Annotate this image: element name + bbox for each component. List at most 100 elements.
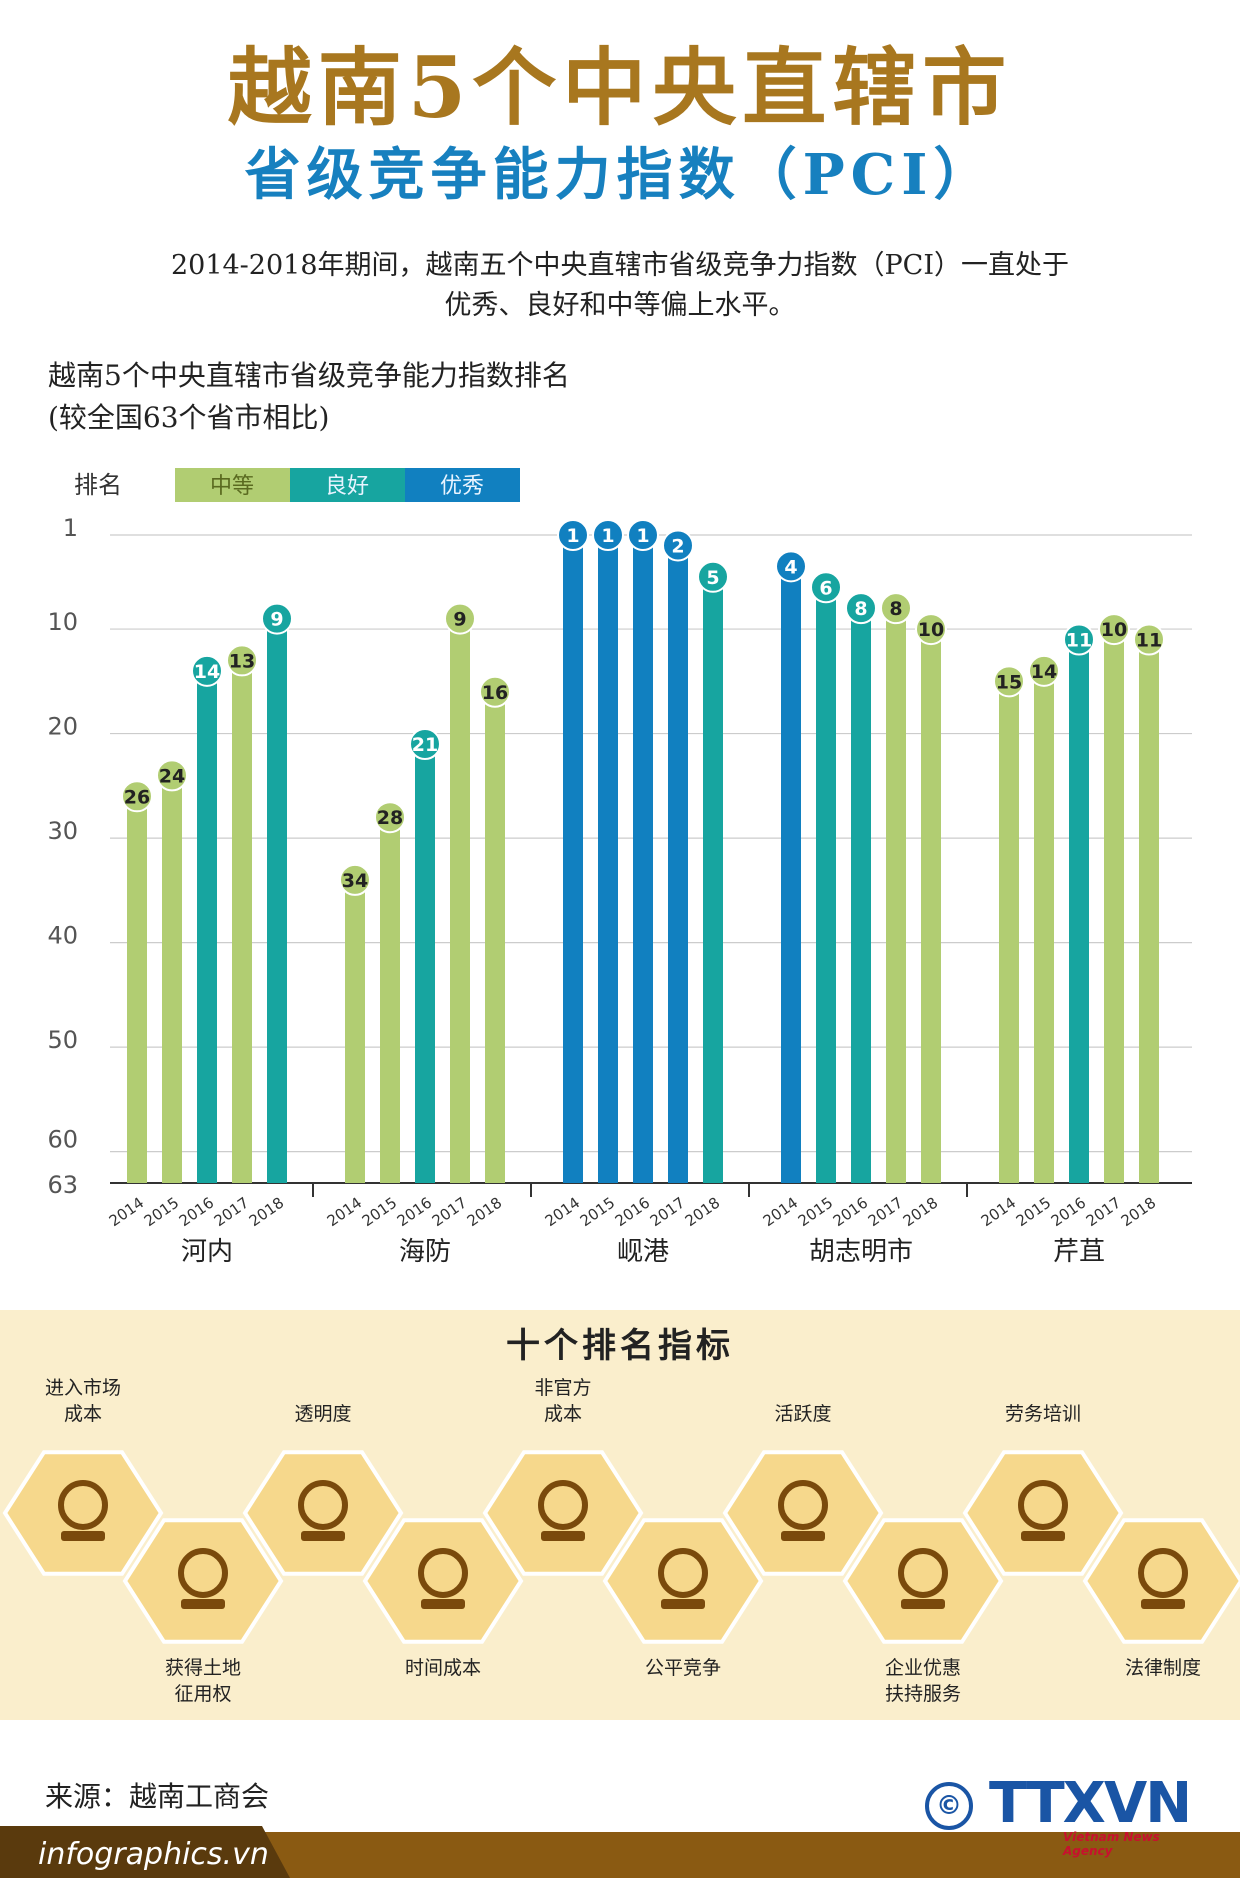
bar-value-badge <box>810 571 842 604</box>
bar-value-badge <box>1133 623 1165 656</box>
hexagon <box>842 1518 1004 1644</box>
bar <box>563 535 583 1183</box>
x-tick-label: 2018 <box>464 1194 506 1231</box>
icon-ring <box>58 1480 108 1530</box>
bar-value-badge <box>662 529 694 562</box>
hourglass-icon <box>362 1518 524 1644</box>
bar-value-badge <box>880 592 912 625</box>
bar-value-label: 15 <box>996 671 1022 693</box>
icon-base <box>781 1531 825 1541</box>
y-axis-label: 排名 <box>74 471 122 499</box>
intro-text: 2014-2018年期间，越南五个中央直辖市省级竞争力指数（PCI）一直处于 优… <box>60 246 1180 326</box>
bar-value-badge <box>374 801 406 834</box>
indicator-label: 法律制度 <box>1124 1657 1201 1680</box>
bar-value-label: 11 <box>1066 630 1092 652</box>
site-link[interactable]: infographics.vn <box>38 1837 269 1872</box>
money-stack-icon <box>482 1450 644 1576</box>
icon-ring <box>1138 1548 1188 1598</box>
bar <box>703 576 723 1183</box>
bar <box>450 618 470 1183</box>
bar-value-label: 11 <box>1136 630 1162 652</box>
x-tick-label: 2014 <box>760 1194 802 1231</box>
bar-value-label: 34 <box>342 870 368 892</box>
bar <box>162 775 182 1183</box>
group-label: 河内 <box>181 1237 233 1267</box>
x-tick-label: 2016 <box>830 1194 872 1231</box>
bar-value-label: 1 <box>601 525 614 547</box>
bar-value-label: 9 <box>270 609 283 631</box>
legend-label: 优秀 <box>440 474 484 499</box>
footer-tab <box>0 1826 290 1878</box>
icon-base <box>901 1599 945 1609</box>
hexagon <box>122 1518 284 1644</box>
legend-swatch <box>290 468 405 502</box>
x-tick-label: 2015 <box>1013 1194 1055 1231</box>
bar-value-label: 16 <box>482 682 508 704</box>
bar-value-badge <box>1098 613 1130 646</box>
icon-base <box>1021 1531 1065 1541</box>
bar <box>1034 670 1054 1183</box>
bar-value-label: 10 <box>918 619 944 641</box>
bar-value-badge <box>697 560 729 593</box>
transparency-icon <box>242 1450 404 1576</box>
bar <box>345 879 365 1183</box>
hexagon <box>602 1518 764 1644</box>
bar-value-label: 4 <box>784 556 797 578</box>
bar <box>598 535 618 1183</box>
icon-ring <box>658 1548 708 1598</box>
bar-value-badge <box>557 519 589 551</box>
chart-heading-line-1: 越南5个中央直辖市省级竞争能力指数排名 <box>48 359 570 392</box>
x-tick-label: 2018 <box>682 1194 724 1231</box>
legal-scales-icon <box>1082 1518 1240 1644</box>
icon-ring <box>418 1548 468 1598</box>
intro-line-2: 优秀、良好和中等偏上水平。 <box>444 290 796 321</box>
indicator-label: 公平竞争 <box>644 1657 721 1680</box>
pci-rank-chart: 排名 中等 良好 优秀11020304050606326201424201514201… <box>47 468 1192 1267</box>
bar <box>999 681 1019 1183</box>
bar-value-label: 26 <box>124 786 150 808</box>
y-tick-label: 50 <box>47 1026 78 1054</box>
hexagon <box>2 1450 164 1576</box>
y-tick-label: 10 <box>47 608 78 636</box>
icon-ring <box>298 1480 348 1530</box>
bar-value-label: 24 <box>159 765 185 787</box>
bar <box>197 670 217 1183</box>
icon-base <box>541 1531 585 1541</box>
bar-value-badge <box>845 592 877 625</box>
hexagon <box>962 1450 1124 1576</box>
hexagon <box>242 1450 404 1576</box>
x-tick-label: 2015 <box>795 1194 837 1231</box>
bar-value-label: 10 <box>1101 619 1127 641</box>
bar-value-badge <box>121 780 153 813</box>
bar-value-badge <box>627 519 659 551</box>
legend-label: 中等 <box>210 474 254 499</box>
group-label: 芹苴 <box>1053 1237 1105 1267</box>
bar-value-label: 8 <box>889 598 902 620</box>
bar-value-badge <box>156 759 188 792</box>
bar <box>415 744 435 1183</box>
bar-value-label: 8 <box>854 598 867 620</box>
y-tick-label: 40 <box>47 922 78 950</box>
icon-ring <box>898 1548 948 1598</box>
bar-value-badge <box>915 613 947 646</box>
bar <box>781 566 801 1183</box>
y-tick-label: 20 <box>47 713 78 741</box>
market-entry-cost-icon <box>2 1450 164 1576</box>
bar-value-label: 9 <box>453 609 466 631</box>
bar-value-badge <box>191 654 223 687</box>
legend-label: 良好 <box>325 474 369 499</box>
bar-value-badge <box>775 550 807 583</box>
indicators-title: 十个排名指标 <box>506 1326 734 1366</box>
logo-text: TTXVN <box>989 1771 1192 1836</box>
y-tick-label: 1 <box>63 514 78 542</box>
bar <box>633 535 653 1183</box>
logo-subtext: Vietnam News Agency <box>1063 1830 1160 1858</box>
main-title: 越南5个中央直辖市 <box>227 38 1013 137</box>
icon-base <box>661 1599 705 1609</box>
group-label: 岘港 <box>617 1237 669 1267</box>
legend-swatch <box>175 468 290 502</box>
indicator-hexagons <box>2 1450 1240 1644</box>
bar <box>816 587 836 1183</box>
bar <box>1104 629 1124 1183</box>
legend-swatch <box>405 468 520 502</box>
